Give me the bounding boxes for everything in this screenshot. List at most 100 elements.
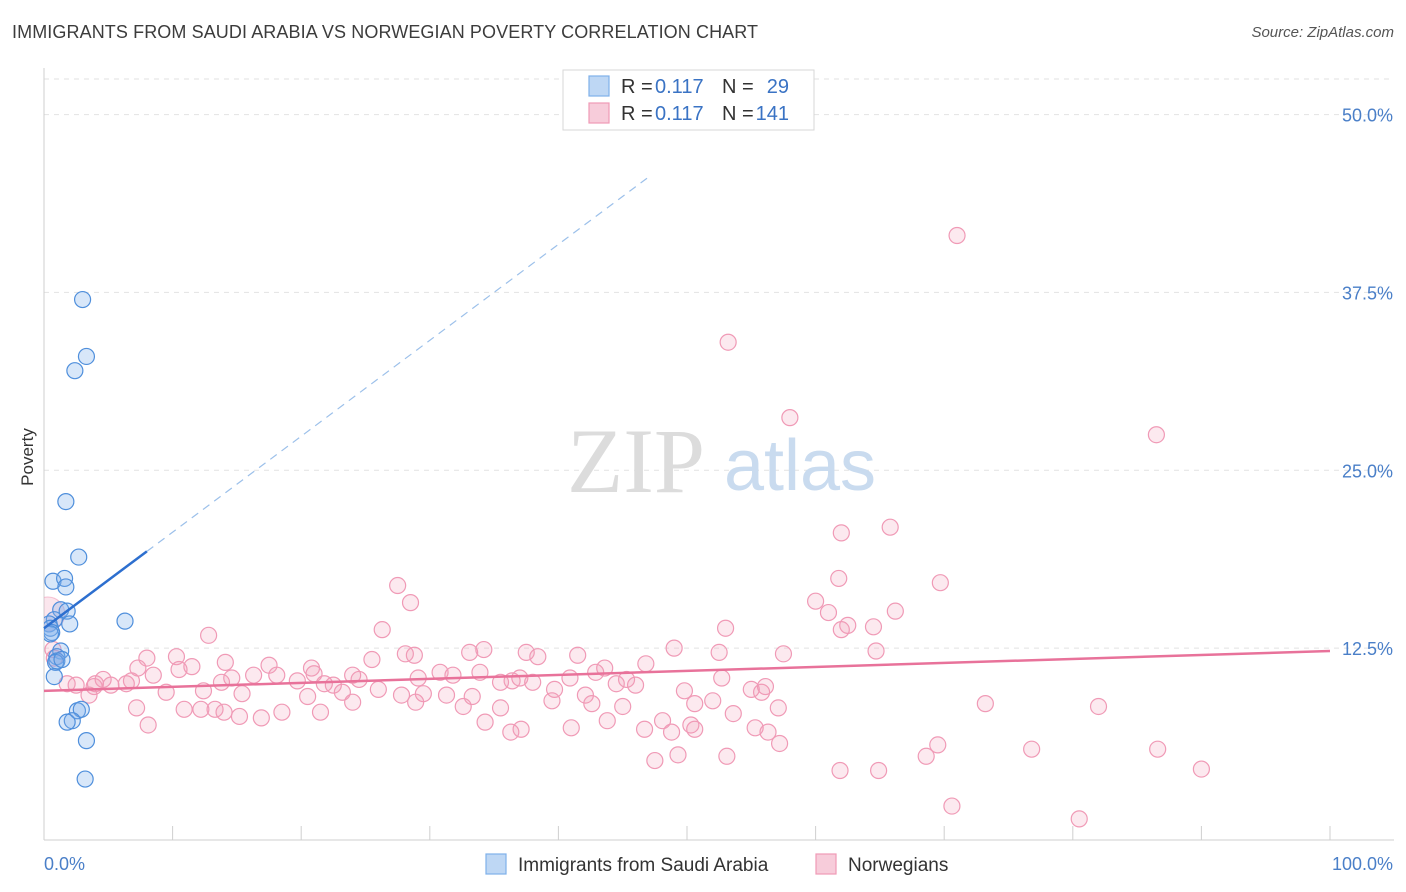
norwegian-point	[769, 699, 787, 717]
norwegian-point	[288, 672, 306, 690]
norwegian-point	[407, 693, 425, 711]
saudi-arabia-point	[116, 612, 134, 630]
legend-swatch	[588, 102, 610, 124]
norwegian-point	[562, 719, 580, 737]
x-tick-label-min: 0.0%	[44, 854, 85, 874]
norwegian-point	[401, 594, 420, 612]
norwegian-point	[870, 761, 888, 780]
norwegian-point	[502, 723, 520, 741]
norwegian-point	[686, 720, 704, 738]
norwegian-point	[746, 719, 764, 737]
norwegian-point	[752, 683, 771, 701]
saudi-arabia-point	[53, 650, 71, 669]
norwegian-point	[665, 639, 683, 657]
bottom-legend: Immigrants from Saudi Arabia Norwegians	[485, 853, 948, 876]
y-axis-label: Poverty	[18, 428, 37, 486]
norwegian-point	[917, 747, 935, 765]
norwegian-point	[252, 709, 270, 727]
norwegian-point	[127, 699, 146, 717]
norwegian-point	[233, 685, 251, 703]
norwegian-point	[170, 660, 188, 679]
saudi-arabia-point	[73, 290, 92, 309]
norwegian-point	[831, 761, 849, 780]
norwegian-point	[617, 670, 636, 689]
source-credit: Source: ZipAtlas.com	[1251, 24, 1394, 41]
norwegian-point	[1147, 426, 1165, 444]
norwegian-point	[476, 713, 494, 731]
norwegian-point	[626, 676, 645, 694]
norwegian-point	[867, 642, 885, 660]
norwegian-point	[212, 673, 231, 691]
norwegian-point	[344, 693, 362, 711]
norwegian-point	[864, 618, 883, 636]
saudi-arabia-point	[57, 492, 75, 511]
norwegian-point	[350, 670, 368, 689]
y-tick-label: 12.5%	[1342, 639, 1393, 659]
norwegian-point	[215, 703, 233, 721]
norwegian-point	[774, 645, 793, 663]
norwegian-point	[742, 680, 760, 699]
norwegian-point	[444, 666, 462, 684]
norwegian-point	[583, 695, 601, 713]
norwegian-point	[881, 518, 899, 536]
y-tick-label: 37.5%	[1342, 283, 1393, 303]
saudi-arabia-trend-line	[43, 550, 148, 630]
watermark-zip: ZIP	[567, 410, 705, 512]
norwegian-point	[363, 650, 381, 669]
norwegian-point	[662, 723, 681, 741]
norwegian-point	[569, 646, 587, 664]
bottom-legend-swatch	[815, 853, 837, 875]
norwegian-point	[369, 680, 387, 699]
legend-n-value: 141	[756, 103, 789, 125]
bottom-legend-label: Immigrants from Saudi Arabia	[518, 855, 769, 876]
norwegian-point	[139, 716, 157, 734]
norwegian-point	[675, 682, 694, 700]
watermark: ZIP atlas	[567, 410, 876, 512]
norwegian-point	[948, 226, 966, 245]
norwegian-trend-line	[43, 649, 1331, 693]
legend-r-value: 0.117	[655, 76, 704, 98]
norwegian-point	[646, 751, 664, 770]
norwegian-point	[373, 621, 391, 639]
norwegian-point	[614, 697, 632, 716]
norwegian-point	[167, 648, 186, 666]
norwegian-point	[491, 699, 510, 717]
norwegian-point	[1089, 697, 1108, 716]
legend-n-label: N =	[722, 76, 754, 98]
norwegian-point	[512, 720, 530, 738]
x-tick-labels: 0.0% 100.0%	[44, 854, 1393, 874]
y-tick-label: 50.0%	[1342, 106, 1393, 126]
saudi-arabia-point	[77, 732, 96, 750]
norwegian-point	[299, 687, 317, 706]
norwegian-point	[245, 666, 263, 684]
norwegian-point	[598, 712, 616, 730]
norwegian-point	[832, 524, 850, 542]
norwegian-point	[1192, 760, 1211, 778]
norwegian-point	[943, 797, 961, 815]
norwegian-point	[576, 686, 595, 704]
saudi-arabia-point	[77, 347, 96, 366]
saudi-arabia-point	[48, 648, 66, 666]
norwegian-point	[635, 720, 654, 738]
norwegian-point	[461, 643, 479, 662]
norwegian-point	[931, 574, 949, 592]
norwegian-point	[607, 675, 625, 693]
norwegian-point	[230, 707, 249, 726]
norwegian-point	[311, 703, 330, 721]
norwegian-point	[1023, 740, 1041, 758]
norwegian-point	[704, 692, 722, 710]
legend-n-label: N =	[722, 103, 754, 125]
norwegian-point	[596, 659, 614, 677]
watermark-atlas: atlas	[724, 426, 876, 506]
y-tick-labels: 12.5% 25.0% 37.5% 50.0%	[1342, 106, 1393, 660]
saudi-arabia-point	[45, 667, 63, 686]
norwegian-point	[819, 603, 838, 622]
legend-r-label: R =	[621, 103, 653, 125]
legend-n-value: 29	[767, 76, 789, 98]
norwegian-point	[405, 646, 423, 664]
data-points	[44, 226, 1211, 828]
saudi-arabia-point	[61, 615, 79, 633]
norwegian-point	[102, 676, 120, 694]
norwegian-point	[886, 602, 904, 620]
saudi-arabia-point	[72, 700, 90, 718]
